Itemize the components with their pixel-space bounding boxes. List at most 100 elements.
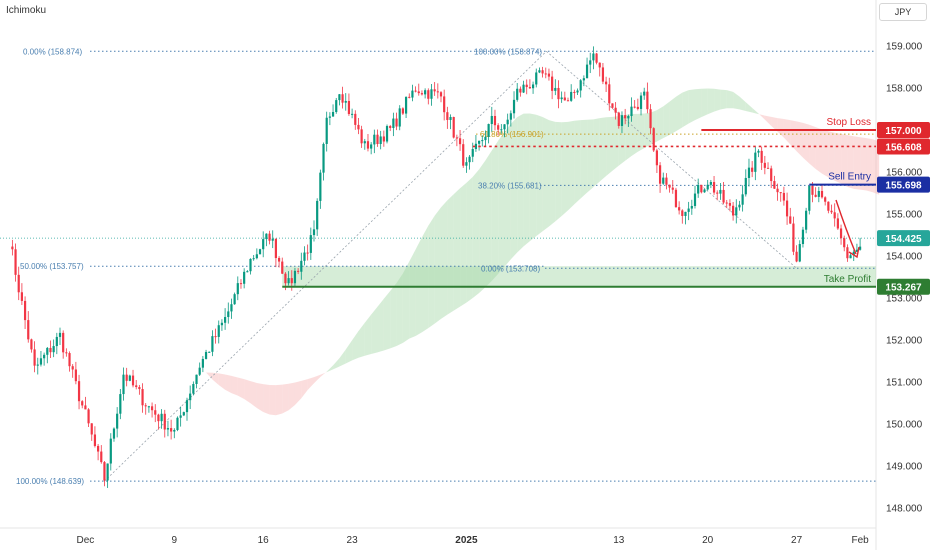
candle [36,364,39,366]
candle [585,64,589,79]
candle [849,255,852,259]
candle [170,428,173,432]
cloud-bearish [275,384,283,416]
candle [398,108,401,127]
candle [617,112,620,126]
candle [592,53,595,61]
candle [798,244,801,262]
candle [306,252,309,254]
candle [417,91,420,94]
candle [309,235,312,253]
candle [297,270,300,272]
candle [55,336,58,347]
cloud-bullish [377,298,384,353]
cloud-bearish [237,377,245,399]
y-tick-label: 148.000 [886,504,923,515]
candle [163,413,166,430]
candle [150,406,154,411]
candle [439,92,443,97]
candle [11,246,14,250]
cloud-bearish [206,372,213,380]
candle [443,96,446,113]
candle [258,249,262,255]
candle [239,283,243,285]
candle [23,300,27,321]
candle [414,90,417,92]
candle [217,325,220,337]
cloud-bullish [485,150,492,288]
candle [808,185,811,211]
candle [481,140,484,142]
cloud-bullish [637,113,645,152]
candle [27,320,30,340]
candle [366,141,370,149]
candle [462,144,465,166]
cloud-bullish [453,188,461,311]
candle [166,428,170,430]
candle [312,229,316,236]
candle [693,193,697,206]
cloud-bullish [631,113,638,156]
candle [157,414,160,422]
candle [789,216,792,224]
candle [125,374,128,381]
currency-label[interactable]: JPY [879,3,927,21]
last-price-tag-bg [877,230,930,247]
candle [493,115,497,126]
candle [684,211,687,216]
x-tick-label: 16 [258,535,270,546]
cloud-bearish [218,373,226,390]
candle [179,415,182,418]
candle [719,189,722,194]
cloud-bearish [187,363,194,369]
cloud-bullish [441,200,448,319]
cloud-bearish [148,328,156,333]
x-tick-label: 20 [702,535,714,546]
candle [627,116,630,119]
candle [131,375,135,386]
cloud-bullish [580,119,588,199]
cloud-bearish [847,135,854,189]
candle [751,167,754,172]
candle [449,117,452,120]
cloud-bullish [364,314,372,356]
cloud-bullish [466,176,473,303]
candle [68,353,71,367]
candle [576,90,579,93]
candle [805,210,808,230]
cloud-bearish [809,124,816,169]
cloud-bullish [529,113,537,242]
cloud-bullish [428,215,435,329]
candle [833,212,836,219]
candle [154,410,157,415]
candle [17,274,20,293]
candle [62,332,65,353]
cloud-bullish [358,322,365,358]
cloud-bearish [802,122,810,164]
cloud-bullish [587,119,594,193]
candle [411,90,414,98]
candle [71,366,74,370]
cloud-bearish [796,121,803,158]
candle [722,189,725,203]
cloud-bearish [98,256,105,273]
candle [331,111,335,117]
candle [344,100,347,103]
candle [341,94,344,103]
cloud-bullish [612,116,619,171]
cloud-bullish [383,290,391,351]
candle [763,162,766,168]
candle [859,246,862,250]
candle [176,417,179,430]
candle [290,278,293,284]
candle [474,143,478,150]
candle [785,200,789,217]
candle [112,428,116,439]
cloud-bearish [263,384,270,415]
candle [782,192,785,201]
candle [195,374,198,384]
cloud-bullish [618,115,626,166]
candle [49,347,52,353]
candle [551,76,554,91]
